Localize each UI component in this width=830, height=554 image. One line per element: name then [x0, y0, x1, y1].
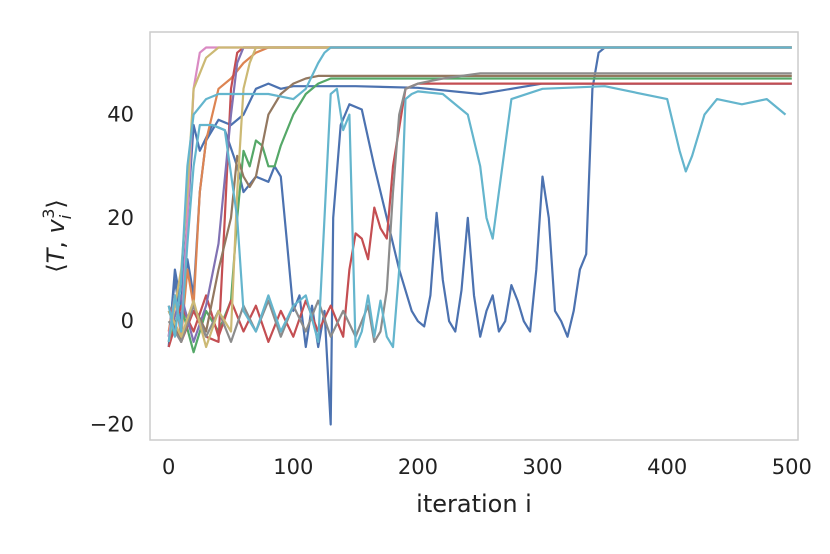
x-tick-label: 0 — [162, 455, 175, 479]
x-tick-label: 200 — [398, 455, 438, 479]
series-line-4 — [167, 77, 792, 354]
x-axis-label: iteration i — [416, 490, 532, 518]
series-line-12 — [167, 46, 792, 349]
y-tick-label: 40 — [107, 103, 134, 127]
svg-text:⟨T, vi3⟩: ⟨T, vi3⟩ — [39, 199, 75, 273]
series-line-13 — [167, 85, 787, 349]
series-layer — [167, 46, 792, 426]
y-tick-labels: −20 0 20 40 — [90, 103, 134, 437]
x-tick-label: 400 — [647, 455, 687, 479]
x-tick-labels: 0 100 200 300 400 500 — [162, 455, 812, 479]
y-tick-label: 0 — [121, 309, 134, 333]
y-tick-label: −20 — [90, 413, 134, 437]
y-tick-label: 20 — [107, 206, 134, 230]
series-line-2 — [167, 82, 792, 337]
plot-area — [149, 31, 799, 441]
series-line-7 — [167, 46, 792, 343]
x-tick-label: 100 — [273, 455, 313, 479]
x-tick-label: 500 — [772, 455, 812, 479]
series-line-14 — [167, 46, 792, 338]
x-tick-label: 300 — [522, 455, 562, 479]
series-line-10 — [167, 72, 792, 343]
series-line-1 — [167, 46, 792, 426]
series-line-8 — [167, 74, 792, 343]
y-axis-label: ⟨T, vi3⟩ — [39, 199, 75, 273]
